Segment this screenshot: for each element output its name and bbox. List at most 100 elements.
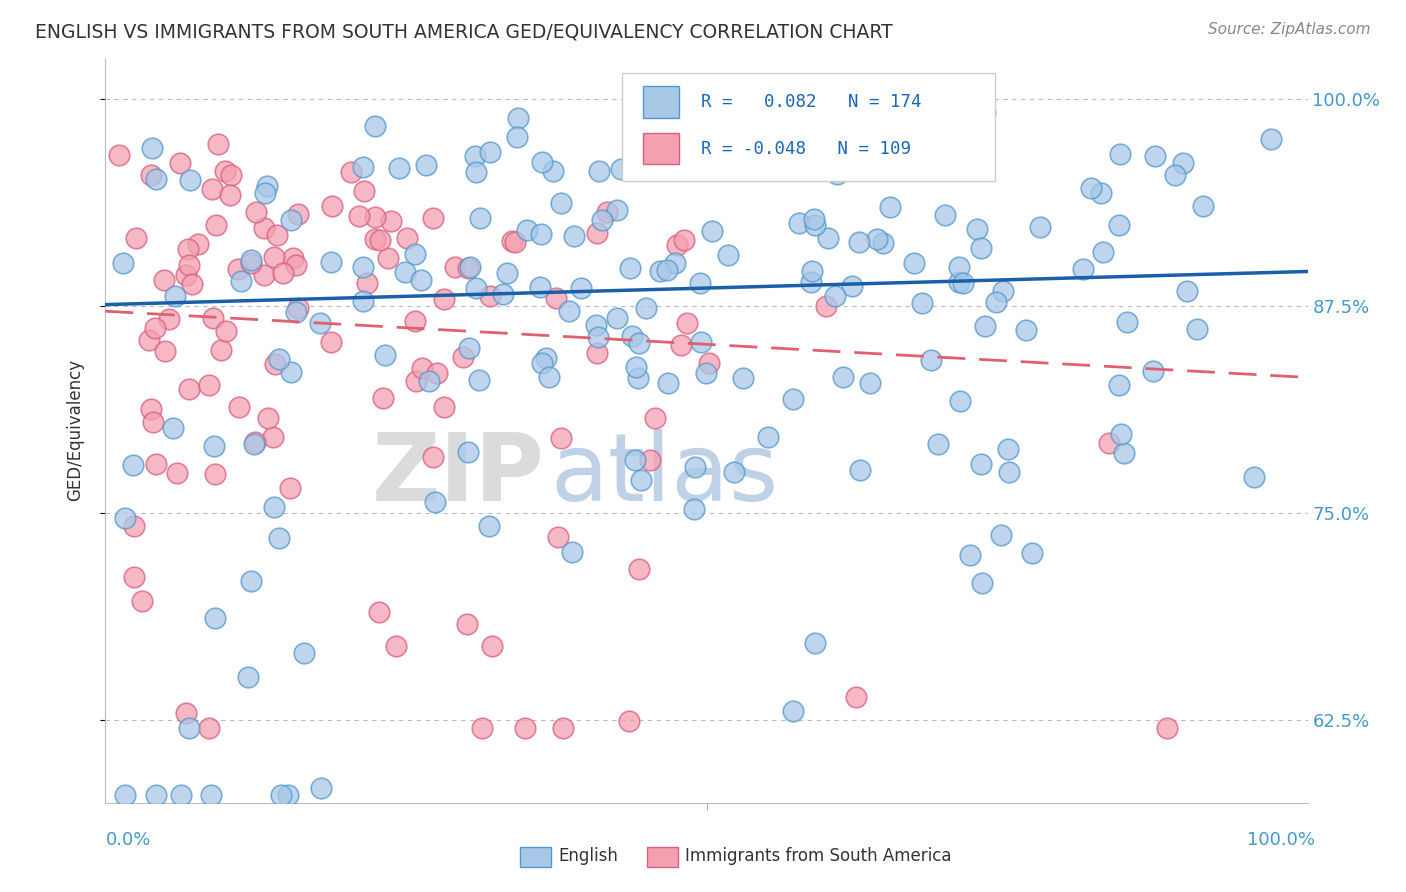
Point <box>530 154 553 169</box>
Point <box>993 284 1015 298</box>
Point <box>686 132 709 146</box>
Point <box>374 348 396 362</box>
Point <box>623 163 645 178</box>
Point <box>468 373 491 387</box>
Point <box>108 148 131 162</box>
Point <box>200 788 222 802</box>
Point <box>650 263 672 277</box>
Point <box>426 366 449 380</box>
Point <box>114 788 136 802</box>
Point <box>723 466 745 480</box>
Point <box>177 258 200 272</box>
Point <box>245 205 267 219</box>
Point <box>1109 147 1132 161</box>
Point <box>433 292 456 306</box>
Point <box>803 212 825 227</box>
Point <box>321 255 343 269</box>
Point <box>228 262 250 277</box>
Point <box>585 318 607 332</box>
Point <box>1142 364 1164 378</box>
Point <box>537 370 560 384</box>
Point <box>1080 181 1102 195</box>
Point <box>849 462 872 476</box>
Point <box>478 519 501 533</box>
Point <box>256 178 278 193</box>
Point <box>180 277 202 291</box>
Point <box>832 369 855 384</box>
Point <box>145 788 167 802</box>
Point <box>513 721 536 735</box>
Point <box>787 216 810 230</box>
Point <box>141 168 163 182</box>
Point <box>457 445 479 459</box>
Point <box>433 400 456 414</box>
Point <box>506 130 529 145</box>
Point <box>804 636 827 650</box>
Point <box>418 374 440 388</box>
Point <box>685 460 707 475</box>
Point <box>780 125 803 139</box>
Point <box>695 366 717 380</box>
Point <box>122 458 145 473</box>
Point <box>267 352 290 367</box>
Point <box>457 261 479 276</box>
Point <box>610 161 633 176</box>
Point <box>218 187 240 202</box>
Point <box>422 211 444 225</box>
Point <box>969 457 991 471</box>
Point <box>453 350 475 364</box>
FancyBboxPatch shape <box>643 133 679 164</box>
Point <box>229 274 252 288</box>
Point <box>984 295 1007 310</box>
Point <box>952 277 974 291</box>
Text: English: English <box>558 847 619 865</box>
Point <box>187 237 209 252</box>
Point <box>377 251 399 265</box>
Point <box>388 161 411 175</box>
Point <box>970 576 993 591</box>
Point <box>153 273 176 287</box>
Point <box>179 173 201 187</box>
Point <box>496 266 519 280</box>
Point <box>111 256 134 270</box>
Point <box>157 312 180 326</box>
Point <box>879 201 901 215</box>
Point <box>273 267 295 281</box>
Point <box>169 156 191 170</box>
Point <box>505 235 527 249</box>
Point <box>198 378 221 392</box>
Text: R = -0.048   N = 109: R = -0.048 N = 109 <box>700 140 911 158</box>
Point <box>262 430 284 444</box>
Point <box>204 467 226 481</box>
Point <box>228 400 250 414</box>
Point <box>845 690 868 704</box>
Point <box>841 278 863 293</box>
Point <box>624 359 647 374</box>
Point <box>339 164 361 178</box>
Point <box>1028 219 1050 234</box>
Point <box>664 256 686 270</box>
Point <box>170 788 193 802</box>
Point <box>321 199 343 213</box>
Point <box>209 343 232 357</box>
Point <box>1115 315 1137 329</box>
Point <box>627 562 650 576</box>
Text: atlas: atlas <box>550 429 779 521</box>
Point <box>1098 436 1121 450</box>
Point <box>479 289 502 303</box>
Point <box>990 528 1012 542</box>
Point <box>138 334 160 348</box>
Point <box>215 324 238 338</box>
Point <box>689 276 711 290</box>
Point <box>591 213 613 227</box>
Point <box>253 186 276 200</box>
Point <box>546 292 568 306</box>
Point <box>415 158 437 172</box>
Point <box>207 136 229 151</box>
Point <box>1185 321 1208 335</box>
Point <box>492 287 515 301</box>
Point <box>530 227 553 241</box>
Point <box>1243 470 1265 484</box>
Point <box>280 481 302 495</box>
Point <box>270 788 292 802</box>
